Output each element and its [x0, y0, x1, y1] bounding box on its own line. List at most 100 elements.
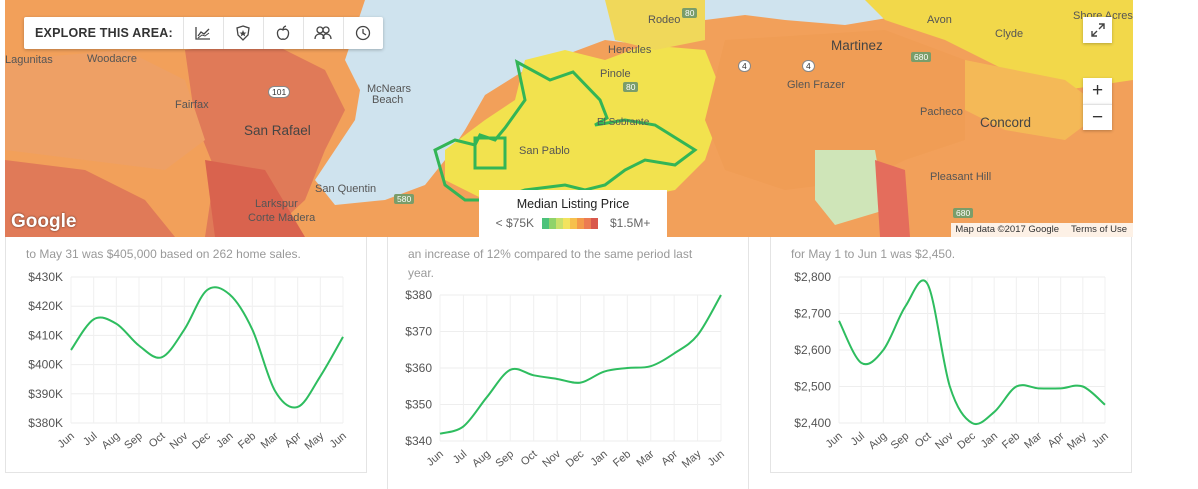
y-tick-label: $400K [28, 358, 63, 372]
legend-swatch [570, 217, 577, 229]
legend-swatch [556, 217, 563, 229]
x-tick-label: Feb [1000, 430, 1022, 451]
y-tick-label: $2,600 [794, 343, 831, 357]
legend-swatch [584, 217, 591, 229]
x-tick-label: Apr [283, 430, 304, 450]
x-tick-label: Dec [564, 448, 587, 470]
x-tick-label: Nov [933, 430, 956, 452]
highway-shield: 101 [268, 86, 291, 98]
legend-swatch [591, 217, 598, 229]
map-canvas [5, 0, 1133, 237]
highway-shield: 80 [623, 82, 639, 92]
y-tick-label: $340 [405, 434, 432, 448]
x-tick-label: Nov [540, 448, 563, 470]
x-tick-label: Feb [236, 430, 258, 451]
x-tick-label: Jun [425, 448, 446, 469]
x-tick-label: Apr [1046, 430, 1067, 450]
people-icon[interactable] [302, 17, 343, 49]
place-beach: Beach [372, 94, 404, 106]
x-tick-label: Mar [259, 430, 281, 452]
place-woodacre: Woodacre [87, 53, 137, 65]
map-attribution: Map data ©2017 Google Terms of Use [951, 223, 1133, 237]
police-badge-icon[interactable] [222, 17, 263, 49]
place-pinole: Pinole [600, 68, 631, 80]
highway-shield: 80 [682, 8, 698, 18]
y-tick-label: $370 [405, 325, 432, 339]
legend-swatch [563, 217, 570, 229]
y-tick-label: $2,700 [794, 307, 831, 321]
place-pleasant-hill: Pleasant Hill [930, 171, 992, 183]
x-tick-label: Aug [867, 430, 890, 452]
divider [387, 237, 388, 489]
x-tick-label: Aug [100, 430, 123, 452]
place-larkspur: Larkspur [255, 198, 298, 210]
area-map[interactable]: Rodeo Hercules Pinole Martinez Avon Clyd… [5, 0, 1133, 237]
x-tick-label: Sep [493, 448, 516, 470]
chart-icon[interactable] [182, 17, 223, 49]
highway-shield: 580 [394, 194, 415, 204]
place-hercules: Hercules [608, 44, 652, 56]
x-tick-label: Apr [659, 448, 680, 468]
explore-label: EXPLORE THIS AREA: [35, 26, 173, 40]
card-description: year. [408, 266, 435, 280]
fullscreen-icon[interactable] [1083, 17, 1112, 43]
y-tick-label: $360 [405, 361, 432, 375]
zoom-out-button[interactable]: − [1083, 104, 1112, 130]
place-corte-madera: Corte Madera [248, 212, 316, 224]
y-tick-label: $390K [28, 387, 63, 401]
apple-icon[interactable] [262, 17, 303, 49]
divider [748, 237, 749, 489]
x-tick-label: Jan [589, 448, 610, 469]
x-tick-label: Jul [849, 430, 867, 448]
x-tick-label: Aug [470, 448, 493, 470]
legend-title: Median Listing Price [516, 197, 630, 211]
x-tick-label: Nov [168, 430, 191, 452]
x-tick-label: May [1065, 430, 1089, 453]
x-tick-label: Jan [979, 430, 1000, 451]
card-description: to May 31 was $405,000 based on 262 home… [26, 247, 301, 261]
place-lagunitas: Lagunitas [5, 54, 53, 66]
line-chart-price-per-sqft: $340 $350 $360 $370 $380 Jun Jul Aug Sep Oct Nov De… [405, 288, 727, 471]
x-tick-label: May [680, 448, 704, 471]
x-tick-label: Oct [913, 430, 934, 450]
clock-icon[interactable] [342, 17, 383, 49]
terms-of-use-link[interactable]: Terms of Use [1071, 224, 1127, 235]
place-el-sobrante: El Sobrante [597, 117, 650, 128]
x-tick-label: Jun [1090, 430, 1111, 451]
legend-swatch [542, 217, 549, 229]
x-tick-label: Jan [214, 430, 235, 451]
y-tick-label: $410K [28, 328, 63, 342]
y-tick-label: $2,800 [794, 270, 831, 284]
x-tick-label: Oct [519, 448, 540, 468]
card-home-sales: to May 31 was $405,000 based on 262 home… [5, 237, 367, 473]
place-san-pablo: San Pablo [519, 145, 570, 157]
y-tick-label: $420K [28, 299, 63, 313]
legend-color-scale [542, 217, 598, 229]
x-tick-label: Mar [1022, 430, 1044, 452]
google-logo: Google [11, 211, 77, 232]
x-tick-label: Sep [889, 430, 912, 452]
legend-high: $1.5M+ [610, 216, 651, 230]
legend-low: < $75K [495, 216, 534, 230]
explore-toolbar: EXPLORE THIS AREA: [24, 17, 383, 49]
highway-shield: 680 [911, 52, 932, 62]
place-san-rafael: San Rafael [244, 123, 311, 138]
x-tick-label: Jul [81, 430, 99, 448]
place-martinez: Martinez [831, 38, 883, 53]
place-rodeo: Rodeo [648, 14, 681, 26]
x-tick-label: Oct [147, 430, 168, 450]
place-glen-frazer: Glen Frazer [787, 79, 846, 91]
highway-shield: 680 [953, 208, 974, 218]
y-tick-label: $2,400 [794, 416, 831, 430]
x-tick-label: Sep [122, 430, 145, 452]
y-tick-label: $380K [28, 416, 63, 430]
place-mcnears: McNears [367, 83, 412, 95]
x-tick-label: Jun [824, 430, 845, 451]
zoom-in-button[interactable]: + [1083, 78, 1112, 104]
x-tick-label: Jul [451, 448, 469, 466]
place-clyde: Clyde [995, 28, 1024, 40]
legend-swatch [577, 217, 584, 229]
highway-shield: 4 [738, 60, 751, 72]
card-price-per-sqft: an increase of 12% compared to the same … [388, 237, 748, 473]
